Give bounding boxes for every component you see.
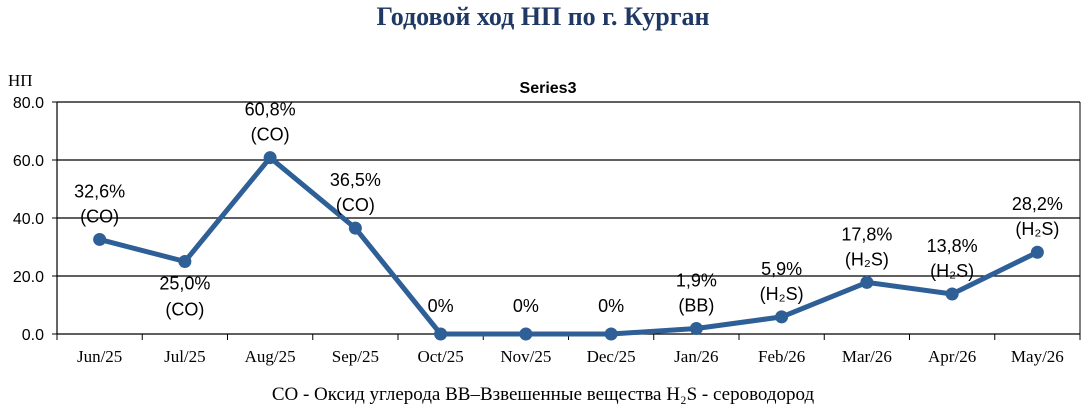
data-point	[434, 327, 448, 341]
y-tick-label: 80.0	[13, 95, 44, 112]
x-tick-label: Jun/25	[77, 347, 122, 366]
chart-title: Годовой ход НП по г. Курган	[376, 2, 710, 31]
x-tick-label: May/26	[1011, 347, 1064, 366]
data-point	[263, 151, 277, 165]
data-point	[93, 232, 107, 246]
x-tick-label: Aug/25	[245, 347, 296, 366]
data-point	[945, 287, 959, 301]
data-label-pollutant: (CO)	[336, 195, 375, 215]
data-label-pollutant: (BB)	[678, 295, 714, 315]
data-label-pollutant: (CO)	[165, 300, 204, 320]
data-label: 1,9%	[676, 270, 717, 290]
y-tick-label: 0.0	[22, 327, 44, 344]
data-point	[519, 327, 533, 341]
y-tick-label: 60.0	[13, 153, 44, 170]
data-label: 5,9%	[761, 259, 802, 279]
data-point	[1030, 245, 1044, 259]
data-label-pollutant: (H₂S)	[1015, 219, 1059, 239]
data-label: 0%	[428, 296, 454, 316]
x-tick-label: Mar/26	[842, 347, 892, 366]
data-point	[604, 327, 618, 341]
x-tick-label: Nov/25	[500, 347, 551, 366]
data-label: 0%	[598, 296, 624, 316]
data-label: 60,8%	[245, 100, 296, 120]
x-tick-label: Jan/26	[674, 347, 718, 366]
data-label-pollutant: (CO)	[251, 125, 290, 145]
data-label: 25,0%	[159, 274, 210, 294]
data-label-pollutant: (CO)	[80, 206, 119, 226]
data-label: 36,5%	[330, 170, 381, 190]
data-label: 17,8%	[841, 224, 892, 244]
data-point	[348, 221, 362, 235]
series-name: Series3	[520, 80, 577, 97]
data-label: 0%	[513, 296, 539, 316]
x-tick-label: Jul/25	[164, 347, 206, 366]
x-tick-label: Feb/26	[758, 347, 805, 366]
data-point	[178, 255, 192, 268]
data-point	[775, 310, 789, 324]
data-label: 28,2%	[1012, 194, 1063, 214]
series-line	[98, 155, 1039, 337]
data-label-pollutant: (H₂S)	[845, 249, 889, 269]
y-tick-label: 40.0	[13, 211, 44, 228]
legend-note: CO - Оксид углерода ВВ–Взвешенные вещест…	[271, 384, 815, 405]
y-tick-label: 20.0	[13, 269, 44, 286]
data-label-pollutant: (H₂S)	[760, 284, 804, 304]
y-axis-label: НП	[8, 71, 33, 90]
x-tick-label: Sep/25	[332, 347, 379, 366]
data-label-pollutant: (H₂S)	[930, 261, 974, 281]
data-point	[860, 275, 874, 289]
data-label: 13,8%	[927, 236, 978, 256]
x-tick-label: Apr/26	[928, 347, 976, 366]
x-tick-label: Oct/25	[417, 347, 463, 366]
data-label: 32,6%	[74, 181, 125, 201]
data-point	[689, 321, 703, 335]
x-tick-label: Dec/25	[587, 347, 636, 366]
